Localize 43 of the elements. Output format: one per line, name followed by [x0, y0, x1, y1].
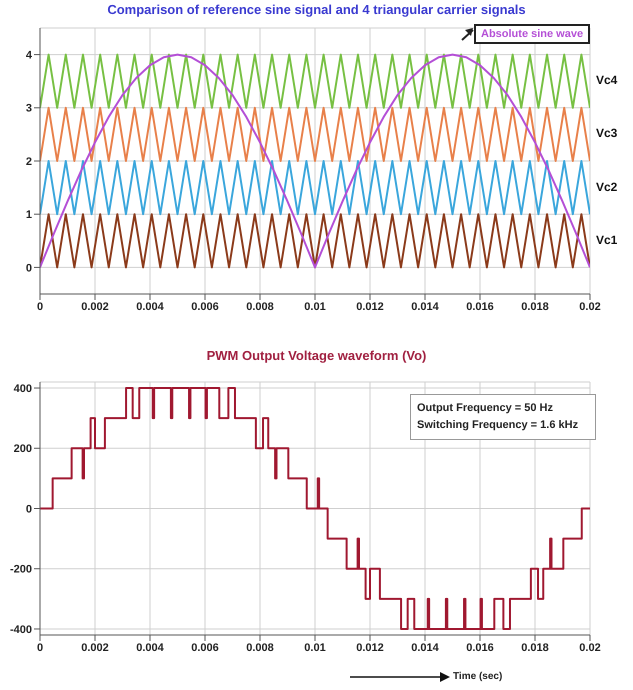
y-tick-label: 2 — [26, 156, 32, 168]
x-tick-label: 0.02 — [579, 300, 601, 313]
x-tick-label: 0.008 — [246, 300, 274, 313]
series-label: Vc2 — [596, 180, 618, 194]
x-tick-label: 0.006 — [191, 300, 219, 313]
y-tick-label: 200 — [14, 443, 32, 456]
x-tick-label: 0.014 — [411, 642, 440, 654]
annotation: Switching Frequency = 1.6 kHz — [417, 418, 580, 433]
y-tick-label: 3 — [26, 102, 32, 115]
x-tick-label: 0 — [36, 642, 44, 654]
x-tick-label: 0.02 — [579, 642, 601, 654]
x-tick-label: 0.018 — [521, 642, 549, 654]
x-tick-label: 0.002 — [81, 300, 109, 313]
x-tick-label: 0.016 — [466, 642, 494, 654]
x-tick-label: 0.014 — [411, 300, 440, 313]
annotation: Output Frequency = 50 Hz — [417, 401, 554, 416]
y-tick-label: 0 — [26, 262, 32, 274]
x-tick-label: 0.008 — [246, 642, 274, 654]
y-tick-label: 1 — [26, 209, 32, 222]
x-tick-label: 0.01 — [304, 300, 326, 313]
x-tick-label: 0.006 — [191, 642, 219, 654]
text: Absolute sine wave — [474, 24, 590, 44]
x-tick-label: 0 — [36, 300, 44, 313]
chart-title: Comparison of reference sine signal and 4 triangular carrier signals — [106, 2, 527, 17]
x-axis-title: Time (sec) — [453, 671, 502, 682]
x-tick-label: 0.01 — [304, 642, 326, 654]
x-tick-label: 0.004 — [136, 642, 165, 654]
x-tick-label: 0.004 — [136, 300, 165, 313]
y-tick-label: -400 — [10, 624, 32, 636]
x-tick-label: 0.018 — [521, 300, 549, 313]
x-tick-label: 0.002 — [81, 642, 109, 654]
y-tick-label: 4 — [26, 50, 33, 62]
series-label: Vc3 — [596, 126, 618, 140]
y-tick-label: -200 — [10, 564, 32, 576]
x-tick-label: 0.012 — [356, 642, 384, 654]
y-tick-label: 400 — [14, 382, 32, 395]
line-series — [40, 54, 590, 268]
chart-title: PWM Output Voltage waveform (Vo) — [206, 348, 428, 363]
series-label: Vc4 — [596, 73, 618, 88]
x-tick-label: 0.016 — [466, 300, 494, 313]
series-label: Vc1 — [596, 232, 618, 247]
y-tick-label: 0 — [26, 503, 32, 516]
x-tick-label: 0.012 — [356, 300, 384, 313]
